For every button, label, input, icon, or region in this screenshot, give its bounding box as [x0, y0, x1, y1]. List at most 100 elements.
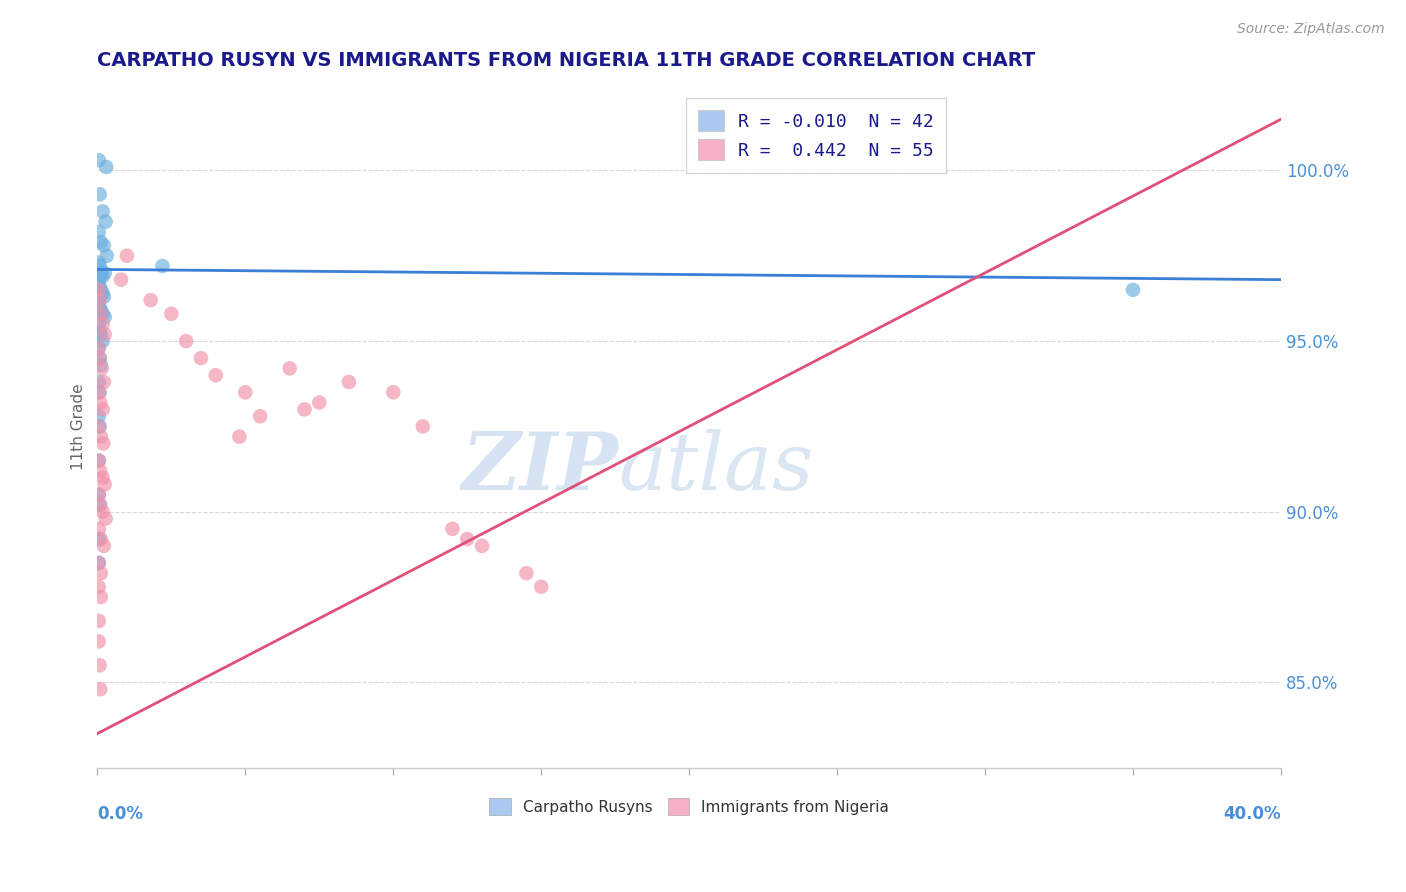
Point [91, 317, 114, 331]
Point [228, 430, 250, 444]
Point [89, 300, 111, 314]
Point [87, 488, 110, 502]
Point [89, 187, 111, 202]
Point [91, 505, 114, 519]
Point [87, 153, 110, 168]
Point [89, 351, 111, 366]
Point [160, 307, 183, 321]
Point [94, 477, 117, 491]
Point [87, 614, 110, 628]
Point [1122, 283, 1144, 297]
Point [139, 293, 162, 307]
Point [87, 341, 110, 355]
Point [87, 488, 110, 502]
Point [89, 498, 111, 512]
Point [96, 249, 118, 263]
Point [110, 273, 132, 287]
Point [90, 266, 112, 280]
Point [94, 327, 117, 342]
Point [87, 293, 110, 307]
Point [94, 214, 117, 228]
Point [174, 334, 197, 348]
Point [87, 375, 110, 389]
Text: 40.0%: 40.0% [1223, 805, 1281, 823]
Point [87, 385, 110, 400]
Point [87, 522, 110, 536]
Point [87, 283, 110, 297]
Point [87, 341, 110, 355]
Point [87, 409, 110, 424]
Text: atlas: atlas [619, 429, 814, 506]
Point [94, 511, 117, 525]
Text: ZIP: ZIP [461, 429, 619, 506]
Point [90, 327, 112, 342]
Point [87, 580, 110, 594]
Point [87, 532, 110, 546]
Point [90, 532, 112, 546]
Point [87, 419, 110, 434]
Point [90, 303, 112, 318]
Point [89, 498, 111, 512]
Point [294, 402, 316, 417]
Point [382, 385, 405, 400]
Point [204, 368, 226, 383]
Point [87, 556, 110, 570]
Point [91, 286, 114, 301]
Point [471, 539, 494, 553]
Point [87, 634, 110, 648]
Point [87, 273, 110, 287]
Point [90, 590, 112, 604]
Point [87, 453, 110, 467]
Point [308, 395, 330, 409]
Point [90, 358, 112, 372]
Point [89, 658, 111, 673]
Point [91, 402, 114, 417]
Point [90, 566, 112, 581]
Point [90, 307, 112, 321]
Point [89, 385, 111, 400]
Point [91, 470, 114, 484]
Point [89, 419, 111, 434]
Point [89, 395, 111, 409]
Point [89, 279, 111, 293]
Point [115, 249, 138, 263]
Text: Source: ZipAtlas.com: Source: ZipAtlas.com [1237, 22, 1385, 37]
Point [93, 375, 115, 389]
Y-axis label: 11th Grade: 11th Grade [72, 383, 86, 470]
Point [90, 361, 112, 376]
Point [87, 225, 110, 239]
Point [91, 436, 114, 450]
Point [96, 160, 118, 174]
Point [515, 566, 537, 581]
Point [90, 430, 112, 444]
Point [87, 453, 110, 467]
Point [90, 235, 112, 249]
Legend: Carpatho Rusyns, Immigrants from Nigeria: Carpatho Rusyns, Immigrants from Nigeria [484, 791, 896, 822]
Text: 0.0%: 0.0% [97, 805, 143, 823]
Point [93, 290, 115, 304]
Point [456, 532, 478, 546]
Point [441, 522, 464, 536]
Point [91, 307, 114, 321]
Point [89, 682, 111, 697]
Point [87, 317, 110, 331]
Point [412, 419, 434, 434]
Point [89, 324, 111, 338]
Point [89, 351, 111, 366]
Point [91, 269, 114, 284]
Point [233, 385, 256, 400]
Point [89, 259, 111, 273]
Point [89, 464, 111, 478]
Point [249, 409, 271, 424]
Point [190, 351, 212, 366]
Point [530, 580, 553, 594]
Point [89, 293, 111, 307]
Point [90, 283, 112, 297]
Point [87, 255, 110, 269]
Point [94, 310, 117, 325]
Point [93, 238, 115, 252]
Point [93, 539, 115, 553]
Point [91, 334, 114, 348]
Point [337, 375, 360, 389]
Point [94, 266, 117, 280]
